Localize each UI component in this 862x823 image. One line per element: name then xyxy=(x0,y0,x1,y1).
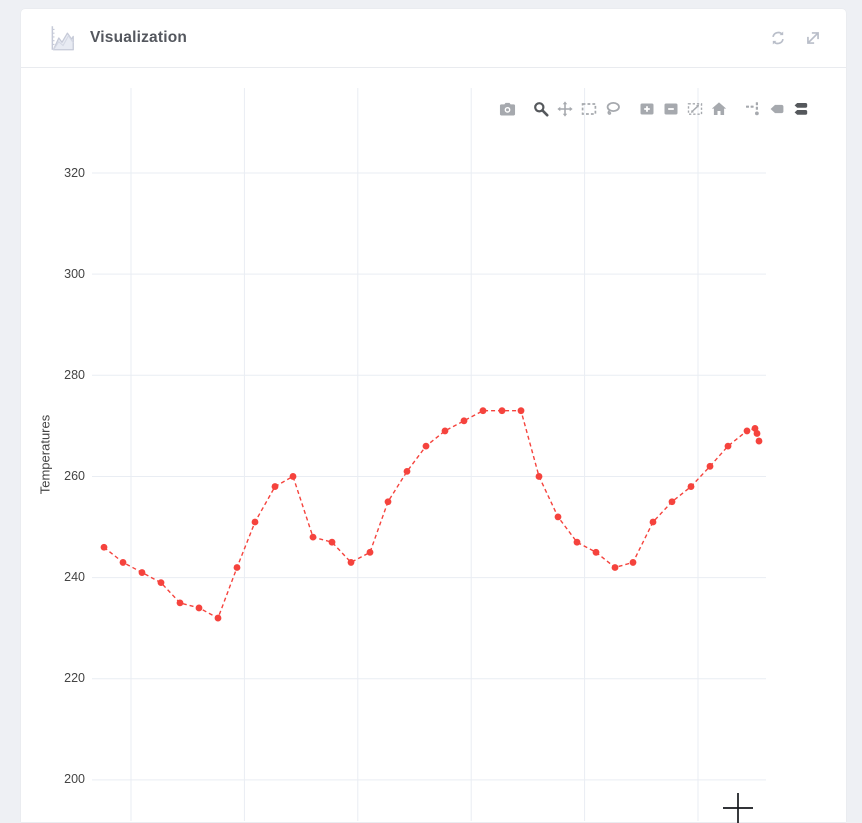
visualization-panel: Visualization Temperatures 320 300 280 260 2… xyxy=(21,9,846,823)
modebar xyxy=(495,99,813,119)
reset-axes-button[interactable] xyxy=(707,99,731,119)
temperature-series-markers xyxy=(100,407,763,622)
lasso-select-button[interactable] xyxy=(601,99,625,119)
y-tick-label: 280 xyxy=(64,367,85,382)
y-tick-label: 260 xyxy=(64,468,85,483)
refresh-button[interactable] xyxy=(769,29,787,47)
y-tick-label: 320 xyxy=(64,165,85,180)
panel-title: Visualization xyxy=(90,29,188,46)
grid-lines xyxy=(92,88,766,821)
zoom-button[interactable] xyxy=(529,99,553,119)
panel-header-actions xyxy=(769,29,822,47)
download-png-button[interactable] xyxy=(495,99,519,119)
pan-button[interactable] xyxy=(553,99,577,119)
y-tick-label: 220 xyxy=(64,671,85,686)
zoom-in-button[interactable] xyxy=(635,99,659,119)
autoscale-button[interactable] xyxy=(683,99,707,119)
temperature-series-line xyxy=(103,410,760,620)
box-select-button[interactable] xyxy=(577,99,601,119)
y-tick-label: 240 xyxy=(64,570,85,585)
y-axis-title: Temperatures xyxy=(37,414,53,495)
y-tick-label: 200 xyxy=(64,772,85,787)
panel-header: Visualization xyxy=(21,9,846,68)
toggle-spikelines-button[interactable] xyxy=(741,99,765,119)
plot-svg xyxy=(92,88,766,821)
hover-closest-button[interactable] xyxy=(765,99,789,119)
area-chart-icon xyxy=(47,23,77,53)
y-tick-label: 300 xyxy=(64,266,85,281)
chart-area[interactable]: Temperatures 320 300 280 260 240 220 200 xyxy=(21,68,846,823)
hover-compare-button[interactable] xyxy=(789,99,813,119)
expand-button[interactable] xyxy=(804,29,822,47)
zoom-out-button[interactable] xyxy=(659,99,683,119)
